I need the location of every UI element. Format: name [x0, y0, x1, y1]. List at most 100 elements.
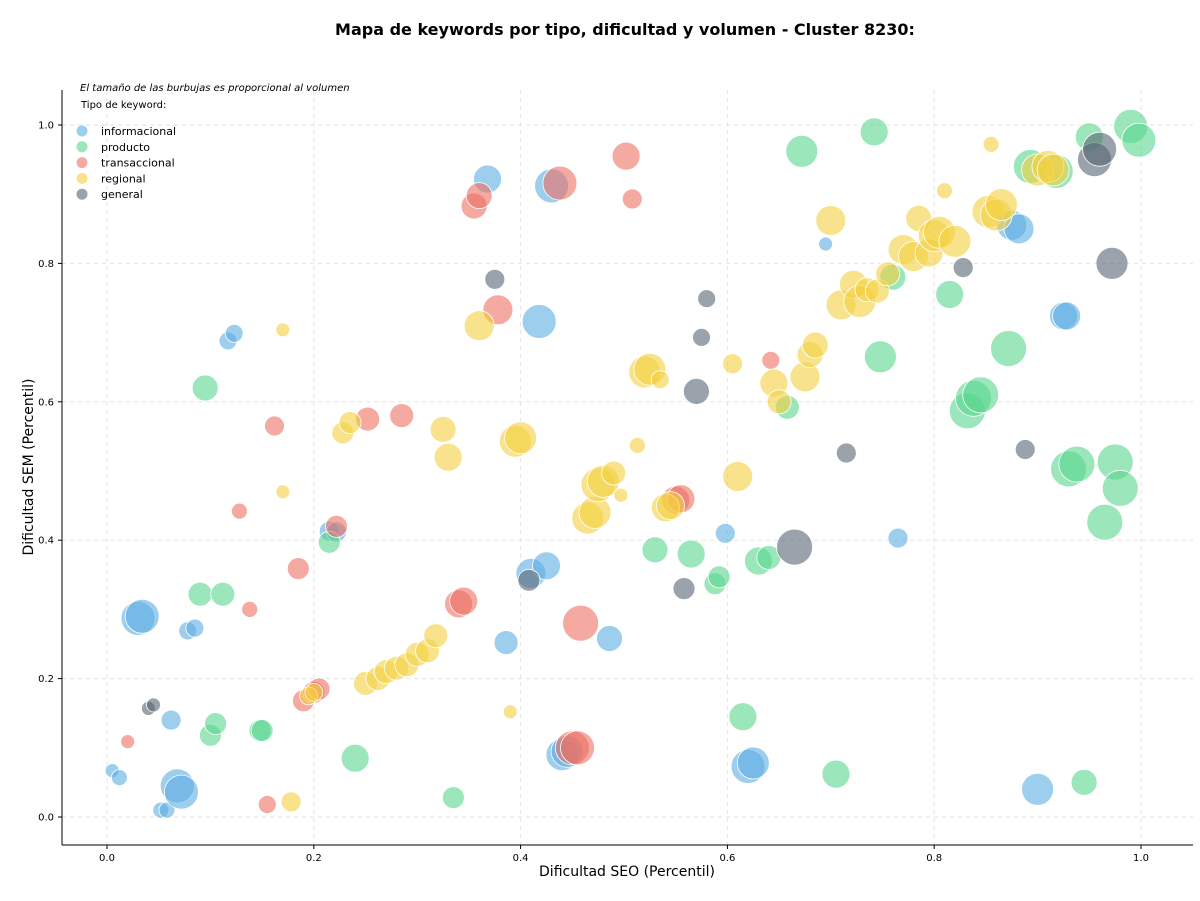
bubble-transaccional — [230, 502, 248, 520]
bubble-regional — [601, 460, 627, 486]
bubble-producto — [676, 539, 706, 569]
bubble-informacional — [887, 527, 909, 549]
bubble-producto — [191, 374, 219, 402]
bubble-transaccional — [241, 601, 259, 618]
legend-label-informacional: informacional — [101, 125, 176, 138]
series-transaccional — [120, 141, 781, 814]
bubble-producto — [1101, 469, 1139, 507]
bubble-transaccional — [120, 734, 136, 749]
bubble-regional — [629, 436, 646, 454]
legend-marker-regional — [76, 172, 88, 184]
bubble-regional — [429, 416, 457, 443]
y-tick-label: 0.2 — [38, 674, 54, 685]
bubble-informacional — [596, 625, 623, 652]
y-ticks: 0.0 0.2 0.4 0.6 0.8 1.0 — [38, 121, 62, 824]
bubble-regional — [275, 484, 291, 500]
bubble-producto — [859, 117, 889, 147]
bubble-regional — [613, 487, 629, 503]
bubble-informacional — [185, 618, 205, 638]
legend: El tamaño de las burbujas es proporciona… — [76, 83, 350, 201]
bubble-regional — [280, 791, 302, 813]
bubble-general — [146, 697, 161, 713]
legend-title: Tipo de keyword: — [80, 100, 166, 111]
bubble-transaccional — [286, 557, 310, 580]
bubble-regional — [650, 370, 670, 390]
bubble-general — [1095, 246, 1129, 280]
bubble-transaccional — [560, 730, 595, 766]
bubble-regional — [304, 683, 324, 702]
bubble-informacional — [160, 709, 182, 731]
bubble-regional — [463, 310, 495, 342]
bubble-regional — [875, 261, 901, 287]
bubble-transaccional — [621, 188, 643, 210]
chart-title: Mapa de keywords por tipo, dificultad y … — [335, 20, 915, 39]
bubble-informacional — [736, 746, 770, 780]
y-axis-label: Dificultad SEM (Percentil) — [21, 379, 37, 556]
bubble-transaccional — [562, 604, 599, 642]
bubble-informacional — [532, 551, 561, 581]
bubble-producto — [864, 340, 897, 374]
legend-marker-producto — [76, 141, 88, 153]
bubble-transaccional — [761, 350, 781, 370]
y-tick-label: 0.6 — [38, 397, 54, 408]
bubble-informacional — [1021, 772, 1054, 806]
bubble-transaccional — [264, 415, 285, 437]
bubble-producto — [1058, 445, 1096, 483]
data-points — [104, 109, 1157, 819]
bubble-informacional — [163, 774, 199, 810]
bubble-regional — [982, 135, 1000, 153]
series-regional — [275, 135, 1070, 813]
x-tick-label: 0.8 — [926, 853, 942, 864]
bubble-informacional — [521, 304, 557, 339]
bubble-producto — [990, 330, 1027, 367]
bubble-regional — [801, 331, 829, 359]
legend-label-general: general — [101, 188, 143, 201]
bubble-producto — [210, 581, 236, 607]
y-tick-label: 1.0 — [38, 121, 54, 132]
bubble-informacional — [111, 769, 128, 786]
bubble-regional — [722, 353, 743, 375]
bubble-general — [776, 528, 813, 566]
bubble-transaccional — [325, 515, 348, 538]
x-tick-label: 1.0 — [1133, 853, 1149, 864]
bubble-producto — [1070, 769, 1098, 796]
bubble-general — [683, 377, 710, 405]
bubble-size-note: El tamaño de las burbujas es proporciona… — [80, 83, 350, 94]
bubble-producto — [728, 702, 758, 732]
bubble-general — [672, 577, 696, 600]
bubble-regional — [504, 421, 537, 455]
bubble-producto — [1121, 122, 1157, 158]
bubble-regional — [275, 322, 291, 338]
bubble-informacional — [158, 801, 176, 819]
bubble-general — [697, 289, 717, 309]
bubble-transaccional — [542, 165, 578, 201]
bubble-informacional — [714, 522, 736, 544]
bubble-producto — [1086, 503, 1124, 541]
bubble-producto — [441, 786, 465, 809]
bubble-transaccional — [389, 403, 415, 429]
legend-marker-general — [76, 188, 88, 200]
bubble-regional — [423, 623, 449, 649]
bubble-transaccional — [257, 795, 277, 814]
bubble-informacional — [124, 598, 160, 634]
bubble-regional — [656, 491, 685, 521]
legend-marker-informacional — [76, 125, 88, 137]
x-axis-label: Dificultad SEO (Percentil) — [539, 864, 715, 880]
y-tick-label: 0.4 — [38, 536, 54, 547]
legend-label-producto: producto — [101, 141, 150, 154]
y-tick-label: 0.8 — [38, 259, 54, 270]
bubble-informacional — [1052, 301, 1081, 331]
bubble-producto — [821, 759, 851, 789]
bubble-producto — [641, 536, 669, 564]
bubble-regional — [936, 182, 953, 200]
legend-label-transaccional: transaccional — [101, 157, 175, 170]
bubble-producto — [962, 376, 1000, 414]
bubble-producto — [785, 134, 819, 168]
bubble-informacional — [818, 236, 833, 252]
x-tick-label: 0.2 — [306, 853, 322, 864]
legend-label-regional: regional — [101, 172, 146, 185]
bubble-general — [952, 257, 974, 279]
bubble-regional — [1036, 153, 1070, 187]
bubble-general — [517, 568, 541, 592]
